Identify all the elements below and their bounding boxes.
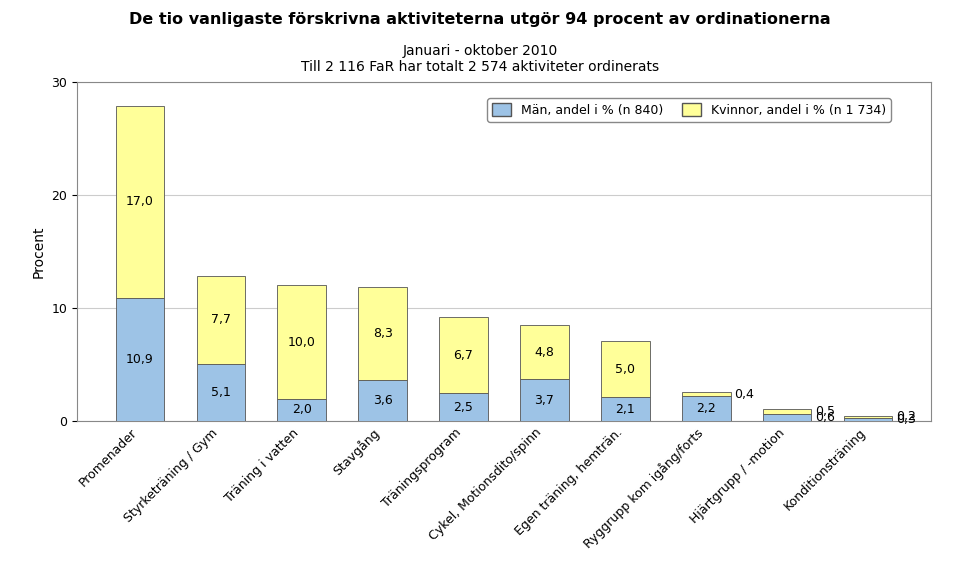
Bar [277, 398, 326, 421]
Bar [520, 325, 568, 379]
Bar [115, 298, 164, 421]
Bar [358, 380, 407, 421]
Bar [520, 379, 568, 421]
Y-axis label: Procent: Procent [32, 225, 46, 278]
Text: 8,3: 8,3 [372, 327, 393, 340]
Bar [440, 393, 488, 421]
Text: 3,7: 3,7 [535, 394, 554, 407]
Text: 7,7: 7,7 [211, 314, 230, 326]
Text: 4,8: 4,8 [535, 346, 554, 359]
Text: 10,9: 10,9 [126, 353, 154, 366]
Text: 0,3: 0,3 [897, 413, 916, 426]
Text: 10,0: 10,0 [288, 336, 316, 349]
Text: 5,1: 5,1 [211, 386, 230, 399]
Text: 2,2: 2,2 [696, 402, 716, 415]
Text: 0,5: 0,5 [815, 405, 835, 418]
Text: 0,4: 0,4 [734, 387, 755, 401]
Bar [197, 363, 245, 421]
Text: Till 2 116 FaR har totalt 2 574 aktiviteter ordinerats: Till 2 116 FaR har totalt 2 574 aktivite… [300, 60, 660, 74]
Bar [682, 396, 731, 421]
Text: 0,6: 0,6 [815, 411, 835, 424]
Bar [763, 409, 811, 414]
Bar [277, 285, 326, 398]
Bar [763, 414, 811, 421]
Text: Januari - oktober 2010: Januari - oktober 2010 [402, 44, 558, 58]
Bar [197, 277, 245, 363]
Text: 0,2: 0,2 [897, 410, 916, 423]
Bar [844, 418, 893, 421]
Text: 6,7: 6,7 [454, 349, 473, 362]
Bar [440, 317, 488, 393]
Text: 17,0: 17,0 [126, 195, 154, 208]
Bar [601, 341, 650, 397]
Bar [358, 287, 407, 380]
Bar [682, 392, 731, 396]
Bar [601, 397, 650, 421]
Text: De tio vanligaste förskrivna aktiviteterna utgör 94 procent av ordinationerna: De tio vanligaste förskrivna aktiviteter… [130, 12, 830, 27]
Bar [844, 415, 893, 418]
Text: 5,0: 5,0 [615, 363, 636, 376]
Bar [115, 106, 164, 298]
Legend: Män, andel i % (n 840), Kvinnor, andel i % (n 1 734): Män, andel i % (n 840), Kvinnor, andel i… [487, 98, 891, 122]
Text: 3,6: 3,6 [372, 394, 393, 407]
Text: 2,0: 2,0 [292, 404, 312, 417]
Text: 2,1: 2,1 [615, 403, 636, 416]
Text: 2,5: 2,5 [454, 401, 473, 414]
